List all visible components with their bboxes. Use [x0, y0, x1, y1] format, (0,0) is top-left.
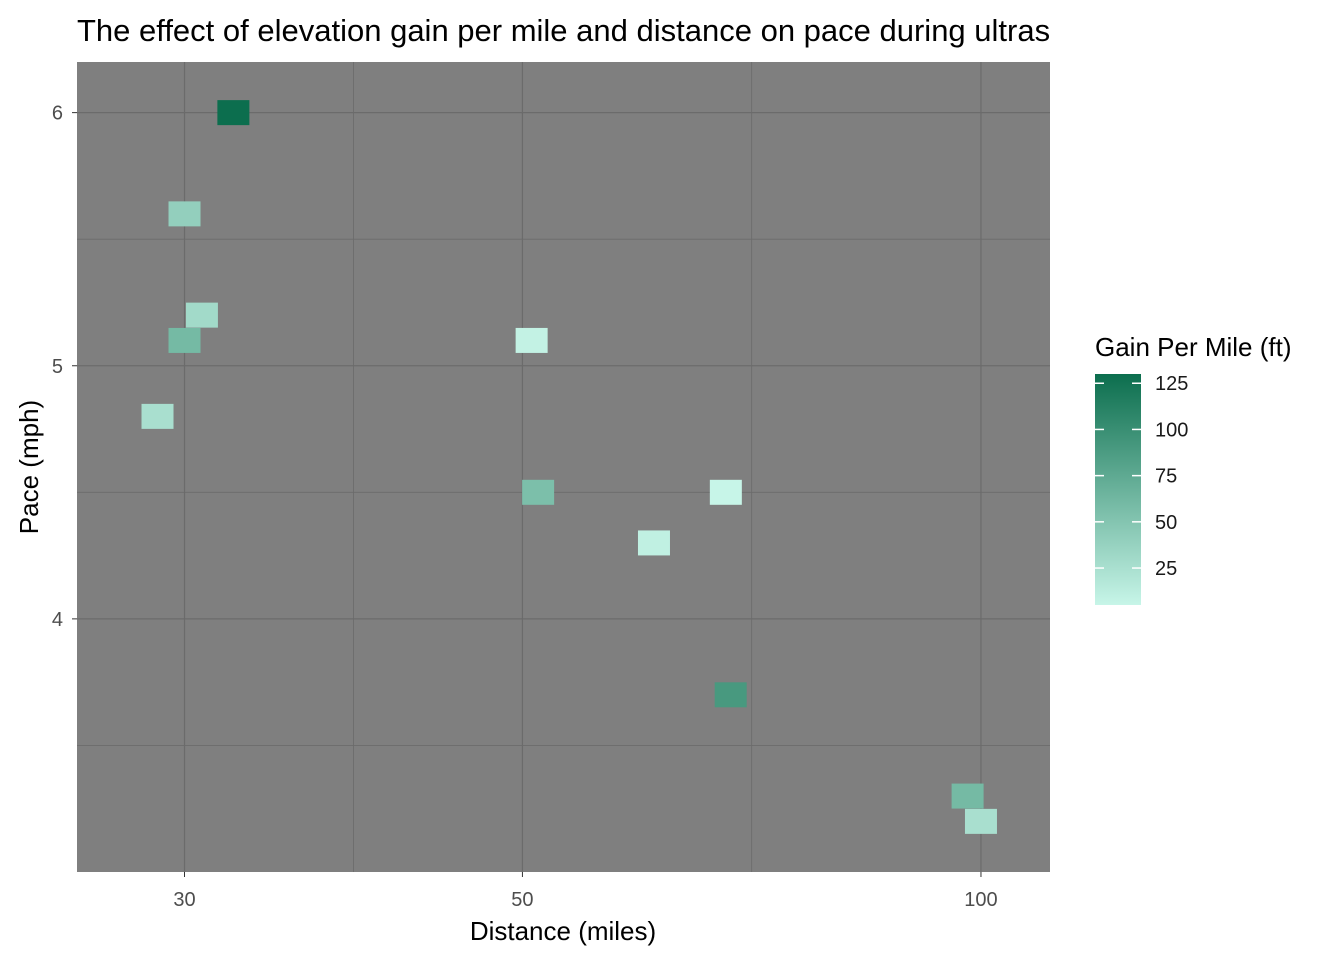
- x-tick-label: 100: [964, 889, 997, 911]
- x-tick-label: 50: [511, 889, 533, 911]
- legend-label: 25: [1155, 558, 1177, 580]
- legend-label: 100: [1155, 419, 1188, 441]
- y-axis-title: Pace (mph): [14, 400, 44, 534]
- legend: Gain Per Mile (ft) 25 50 75 100 125: [1095, 332, 1292, 605]
- y-tick-label: 6: [52, 103, 63, 125]
- legend-title: Gain Per Mile (ft): [1095, 332, 1292, 362]
- heat-tile: [714, 682, 747, 708]
- legend-colorbar: [1095, 374, 1141, 605]
- legend-label: 125: [1155, 373, 1188, 395]
- legend-label: 75: [1155, 466, 1177, 488]
- heat-tile: [185, 302, 218, 328]
- plot-panel: [77, 62, 1050, 872]
- heat-tile: [168, 201, 201, 227]
- y-tick-label: 4: [52, 609, 63, 631]
- x-axis-title: Distance (miles): [470, 916, 656, 946]
- heat-tile: [515, 327, 548, 353]
- chart-title: The effect of elevation gain per mile an…: [77, 13, 1050, 48]
- x-tick-label: 30: [173, 889, 195, 911]
- heat-tile: [168, 327, 201, 353]
- legend-ticks: 25 50 75 100 125: [1095, 373, 1188, 580]
- y-axis-ticks: 4 5 6: [52, 103, 77, 631]
- heat-tile: [637, 530, 670, 556]
- heat-tile: [964, 808, 997, 834]
- heat-tiles: [141, 100, 997, 834]
- heat-tile: [951, 783, 984, 809]
- y-tick-label: 5: [52, 356, 63, 378]
- grid-lines: [77, 62, 1050, 872]
- x-axis-ticks: 30 50 100: [173, 872, 998, 911]
- heat-tile: [217, 100, 250, 126]
- legend-label: 50: [1155, 512, 1177, 534]
- heat-tile: [709, 479, 742, 505]
- heat-tile: [522, 479, 555, 505]
- heat-tile: [141, 403, 174, 429]
